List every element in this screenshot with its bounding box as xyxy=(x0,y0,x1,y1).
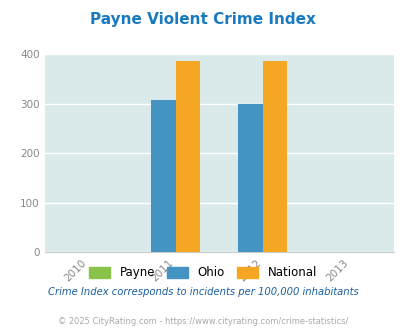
Bar xyxy=(238,104,262,252)
Text: © 2025 CityRating.com - https://www.cityrating.com/crime-statistics/: © 2025 CityRating.com - https://www.city… xyxy=(58,317,347,326)
Bar xyxy=(175,61,200,252)
Text: Crime Index corresponds to incidents per 100,000 inhabitants: Crime Index corresponds to incidents per… xyxy=(47,287,358,297)
Bar xyxy=(262,61,287,252)
Text: Payne Violent Crime Index: Payne Violent Crime Index xyxy=(90,12,315,26)
Bar xyxy=(151,100,175,252)
Legend: Payne, Ohio, National: Payne, Ohio, National xyxy=(84,262,321,284)
